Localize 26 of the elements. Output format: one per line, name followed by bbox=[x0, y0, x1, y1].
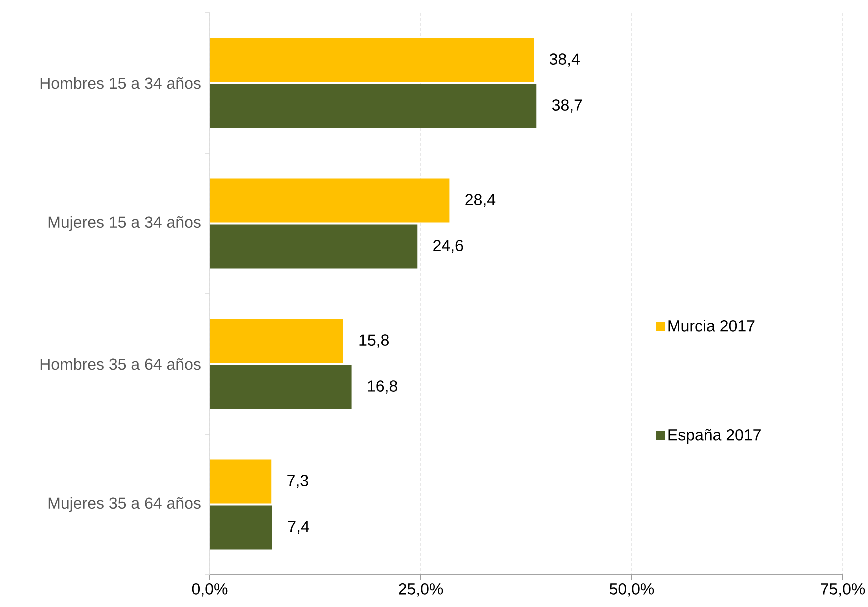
x-tick-label: 50,0% bbox=[610, 584, 654, 597]
data-label: 7,3 bbox=[288, 475, 308, 488]
bar bbox=[210, 319, 344, 364]
x-tick-label: 25,0% bbox=[399, 584, 444, 597]
bar bbox=[210, 460, 272, 504]
bar bbox=[210, 38, 534, 82]
y-tick-label: Mujeres 35 a 64 años bbox=[48, 497, 201, 512]
legend-label: España 2017 bbox=[668, 429, 761, 444]
data-label: 38,7 bbox=[552, 100, 582, 113]
data-label: 7,4 bbox=[288, 521, 310, 534]
data-label: 28,4 bbox=[466, 194, 496, 208]
bar bbox=[210, 506, 272, 550]
data-label: 16,8 bbox=[368, 380, 398, 394]
bar bbox=[210, 224, 418, 269]
data-label: 24,6 bbox=[434, 240, 464, 254]
y-tick-label: Mujeres 15 a 34 años bbox=[48, 216, 201, 232]
x-tick-label: 0,0% bbox=[192, 584, 228, 597]
y-tick-label: Hombres 15 a 34 años bbox=[40, 77, 201, 90]
bar bbox=[210, 178, 450, 223]
bar bbox=[210, 365, 352, 410]
data-label: 38,4 bbox=[550, 54, 580, 67]
x-tick-label: 75,0% bbox=[821, 584, 866, 597]
legend-label: Murcia 2017 bbox=[668, 320, 755, 332]
data-label: 15,8 bbox=[360, 334, 389, 348]
y-tick-label: Hombres 35 a 64 años bbox=[40, 358, 201, 370]
bar bbox=[210, 84, 537, 128]
